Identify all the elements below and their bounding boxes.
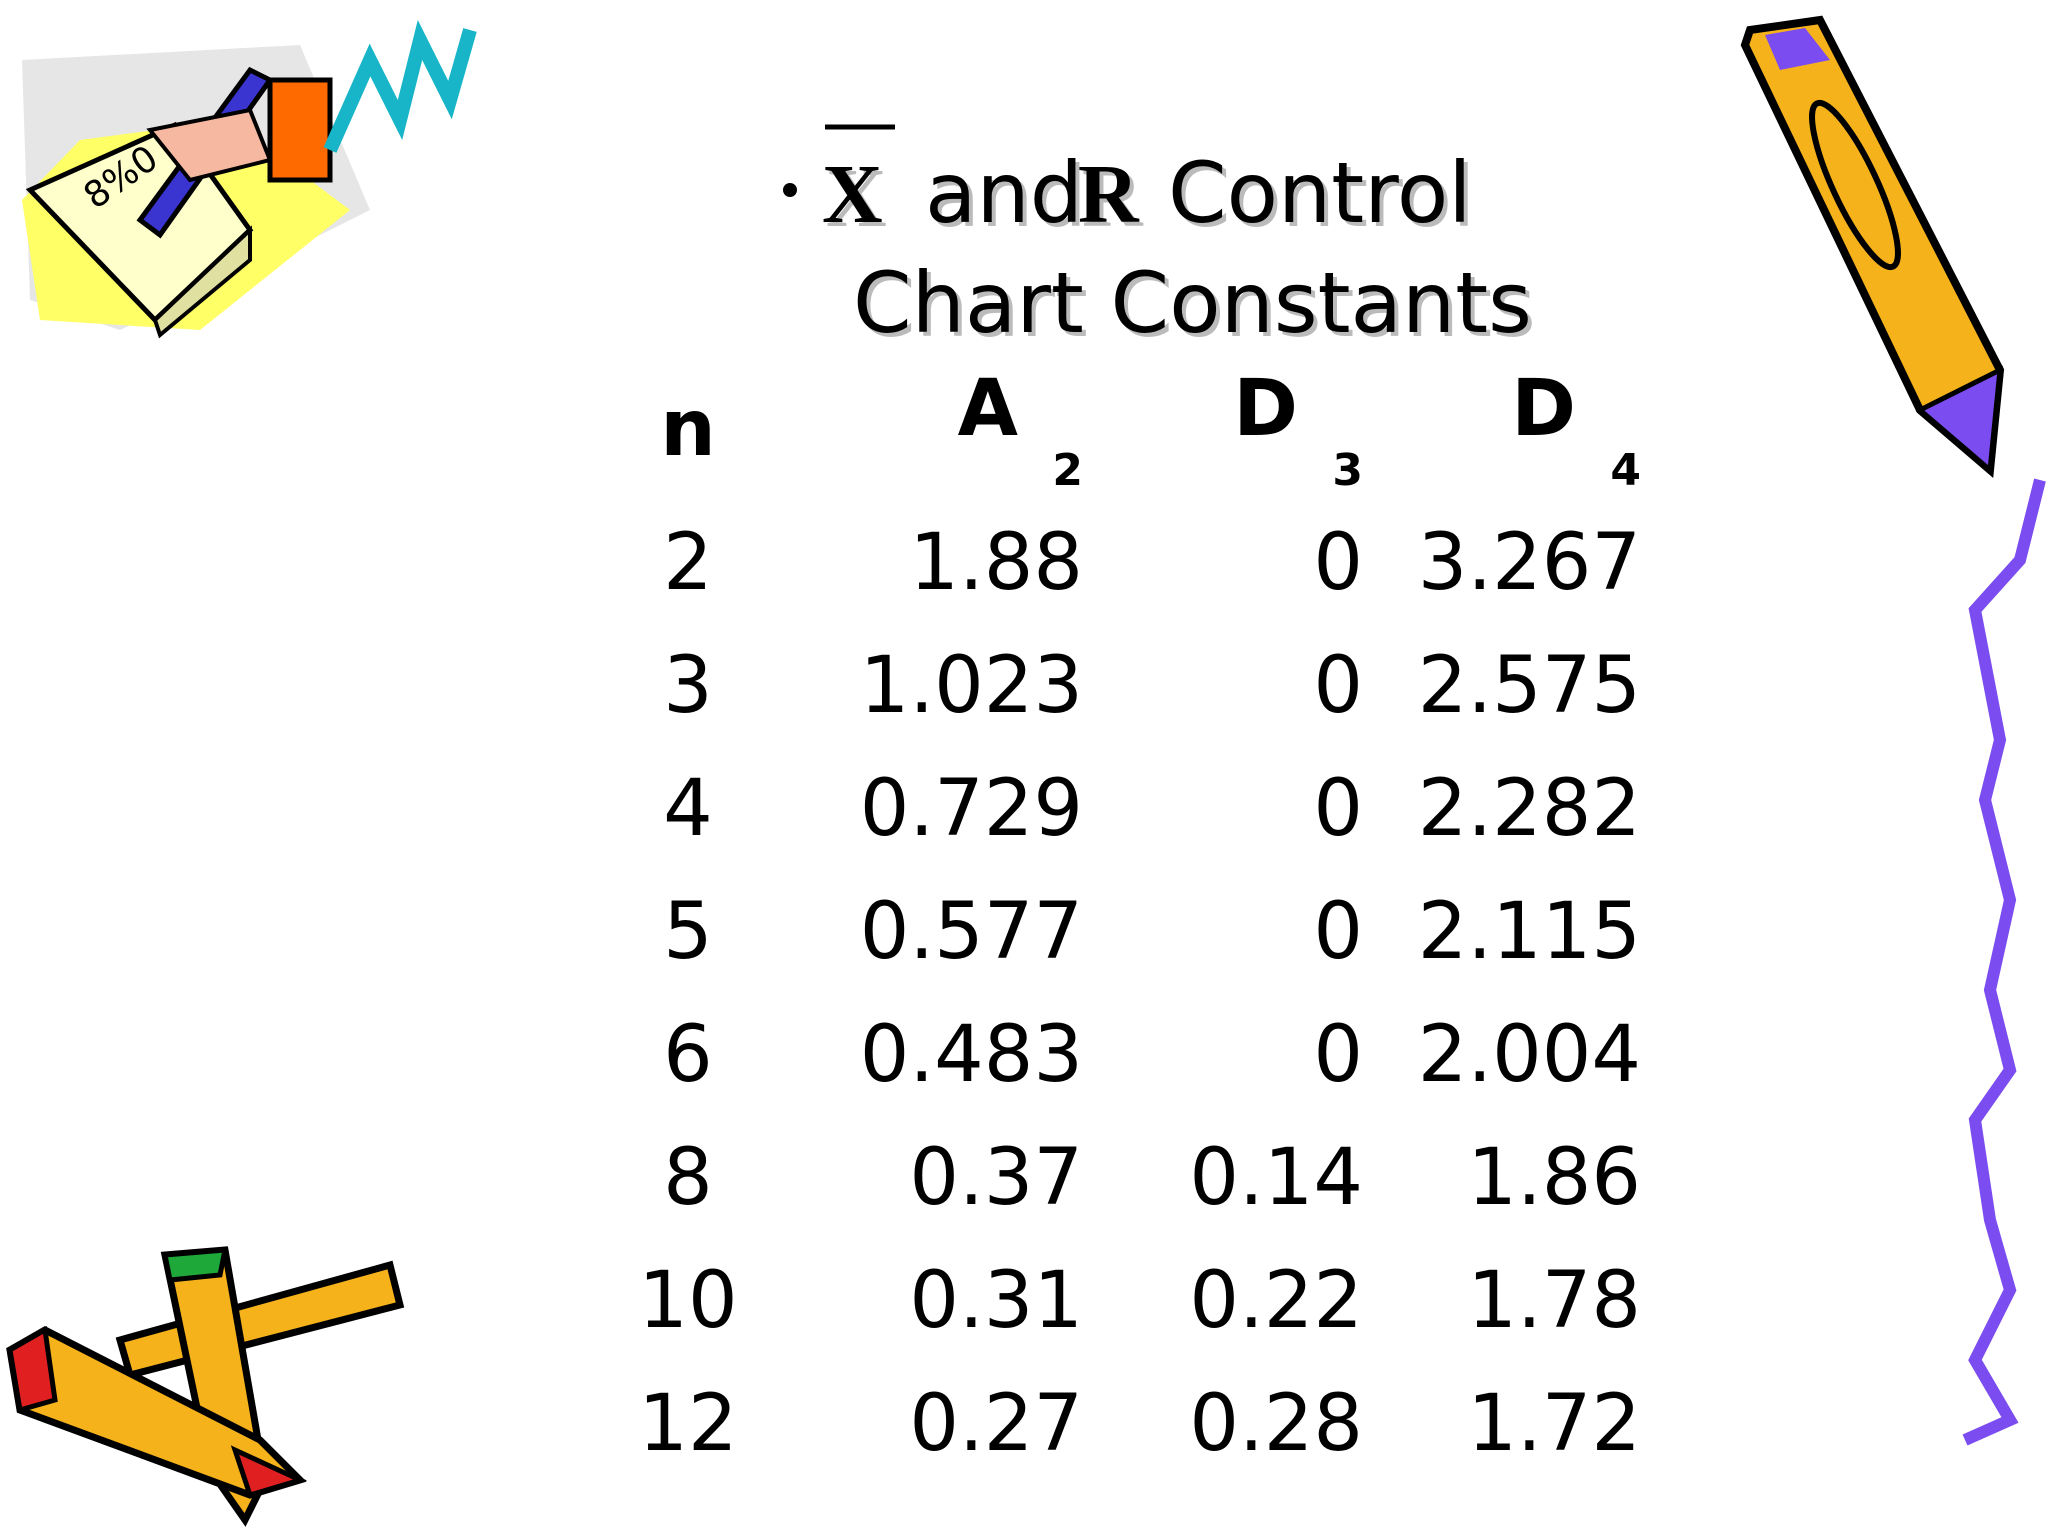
table-cell: 0 [1313, 1010, 1363, 1100]
table-cell: 2.575 [1418, 641, 1641, 731]
title-x-bar: X [822, 148, 883, 241]
table-cell: 0.27 [909, 1379, 1083, 1469]
title-line2: Chart Constants [853, 254, 1532, 352]
table-cell: 3 [663, 641, 713, 731]
title-and: and [925, 144, 1083, 242]
table-cell: 6 [663, 1010, 713, 1100]
title-control: Control [1168, 144, 1472, 242]
bullet [783, 183, 797, 197]
squiggle-line [1962, 478, 2046, 1446]
table-cell: 0 [1313, 764, 1363, 854]
title-r: R [1078, 148, 1140, 241]
table-cell: 0.483 [860, 1010, 1083, 1100]
table-cell: 0.14 [1189, 1133, 1363, 1223]
column-header: A [958, 364, 1018, 454]
column-header-subscript: 4 [1610, 445, 1641, 496]
table-cell: 0.22 [1189, 1256, 1363, 1346]
table-cell: 1.72 [1467, 1379, 1641, 1469]
table-cell: 2.004 [1418, 1010, 1641, 1100]
table-cell: 0.37 [909, 1133, 1083, 1223]
table-cell: 0.577 [860, 887, 1083, 977]
table-cell: 0 [1313, 641, 1363, 731]
table-cell: 0.31 [909, 1256, 1083, 1346]
table-cell: 2.282 [1418, 764, 1641, 854]
table-cell: 3.267 [1418, 518, 1641, 608]
table-cell: 5 [663, 887, 713, 977]
table-cell: 12 [638, 1379, 737, 1469]
table-cell: 1.023 [860, 641, 1083, 731]
table-cell: 1.88 [909, 518, 1083, 608]
table-cell: 0 [1313, 887, 1363, 977]
column-header: D [1233, 364, 1298, 454]
column-header: n [660, 384, 716, 474]
table-cell: 4 [663, 764, 713, 854]
column-header: D [1511, 364, 1576, 454]
table-cell: 8 [663, 1133, 713, 1223]
table-cell: 2.115 [1418, 887, 1641, 977]
pencil-clipart [1740, 15, 2005, 479]
column-header-subscript: 3 [1332, 445, 1363, 496]
table-cell: 2 [663, 518, 713, 608]
table-cell: 0 [1313, 518, 1363, 608]
table-cell: 0.729 [860, 764, 1083, 854]
table-cell: 1.86 [1467, 1133, 1641, 1223]
table-cell: 10 [638, 1256, 737, 1346]
crayon-clipart [6, 1246, 405, 1527]
column-header-subscript: 2 [1052, 445, 1083, 496]
notepad-clipart: 8%0 [22, 19, 477, 339]
table-cell: 1.78 [1467, 1256, 1641, 1346]
table-cell: 0.28 [1189, 1379, 1363, 1469]
